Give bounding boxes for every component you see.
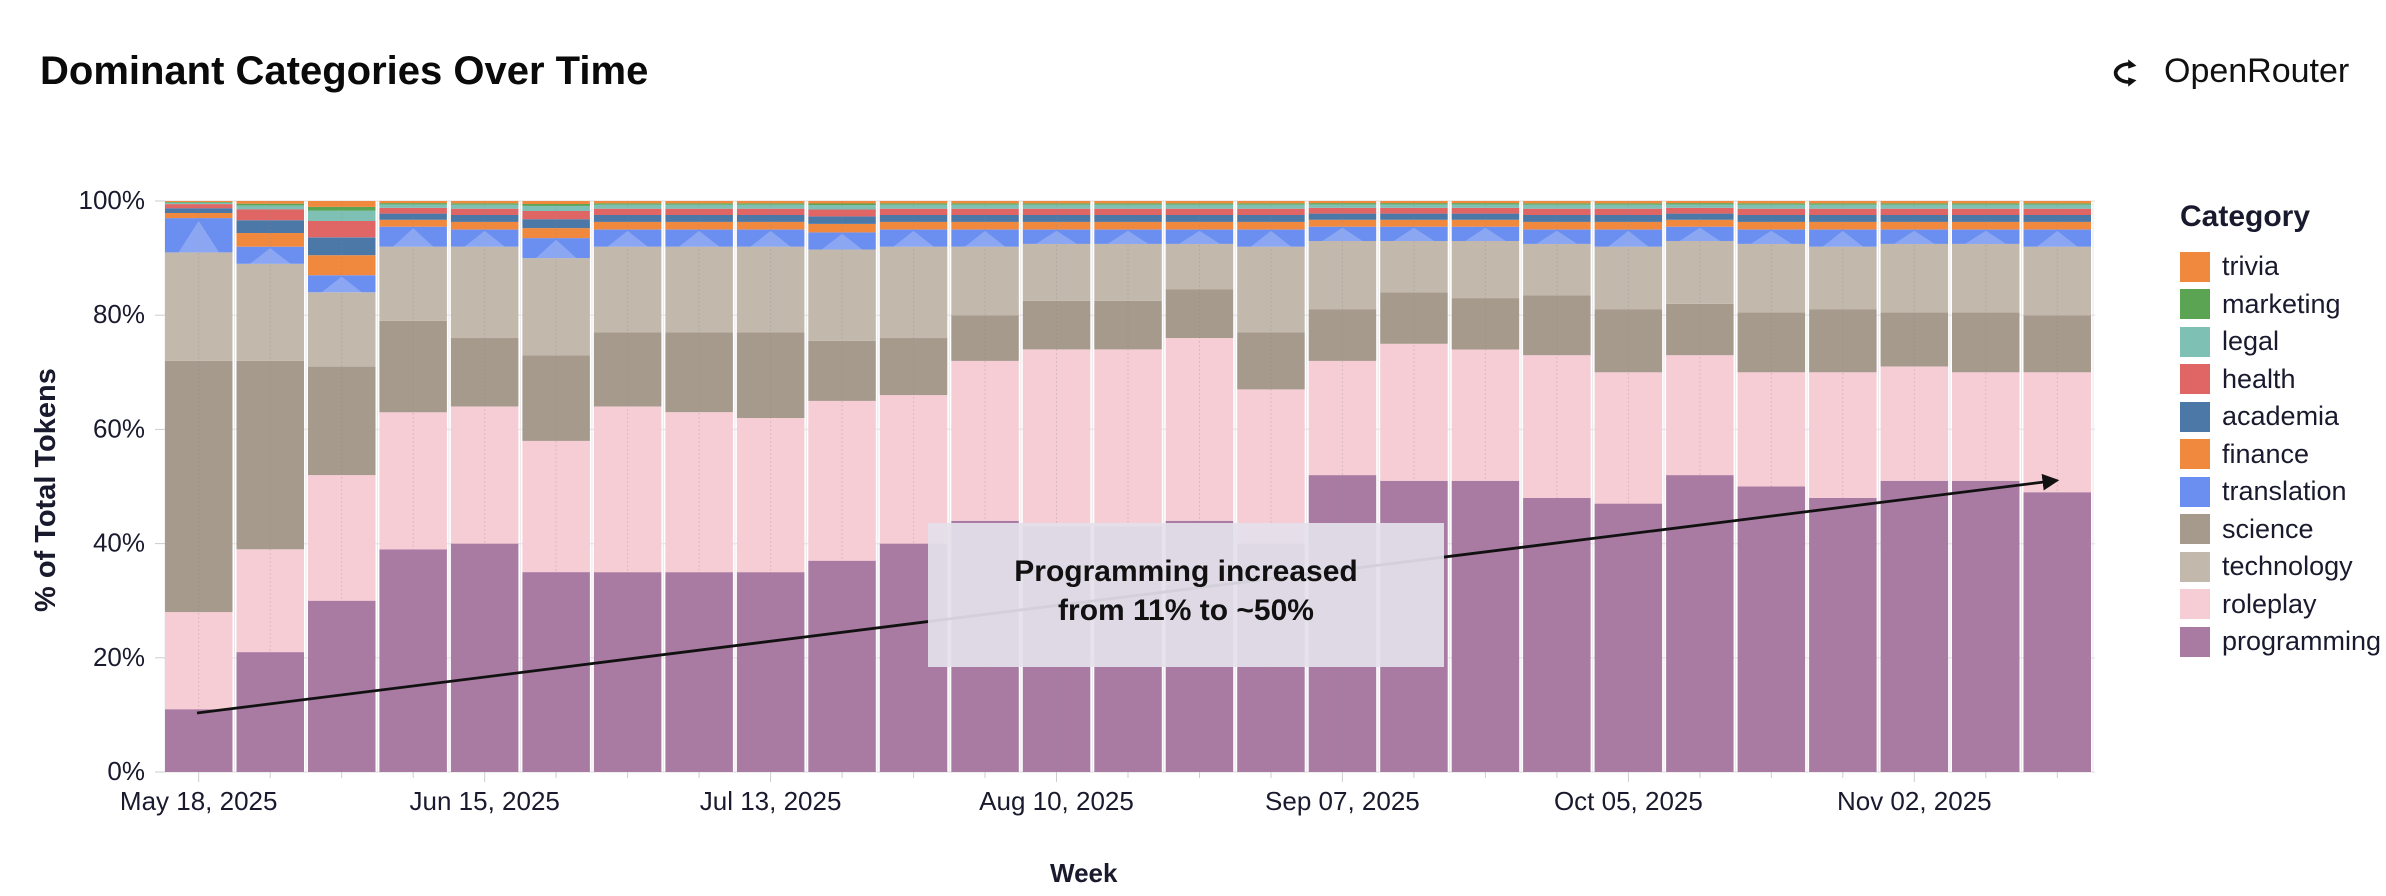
svg-text:Jun 15, 2025: Jun 15, 2025 bbox=[410, 786, 560, 816]
svg-text:Nov 02, 2025: Nov 02, 2025 bbox=[1837, 786, 1992, 816]
svg-text:20%: 20% bbox=[93, 642, 145, 672]
svg-text:40%: 40% bbox=[93, 528, 145, 558]
svg-text:80%: 80% bbox=[93, 299, 145, 329]
svg-text:Jul 13, 2025: Jul 13, 2025 bbox=[700, 786, 842, 816]
svg-text:100%: 100% bbox=[79, 185, 146, 215]
svg-text:Oct 05, 2025: Oct 05, 2025 bbox=[1554, 786, 1703, 816]
svg-text:May 18, 2025: May 18, 2025 bbox=[120, 786, 278, 816]
svg-text:Sep 07, 2025: Sep 07, 2025 bbox=[1265, 786, 1420, 816]
svg-text:60%: 60% bbox=[93, 413, 145, 443]
svg-text:0%: 0% bbox=[107, 756, 145, 786]
svg-text:Aug 10, 2025: Aug 10, 2025 bbox=[979, 786, 1134, 816]
